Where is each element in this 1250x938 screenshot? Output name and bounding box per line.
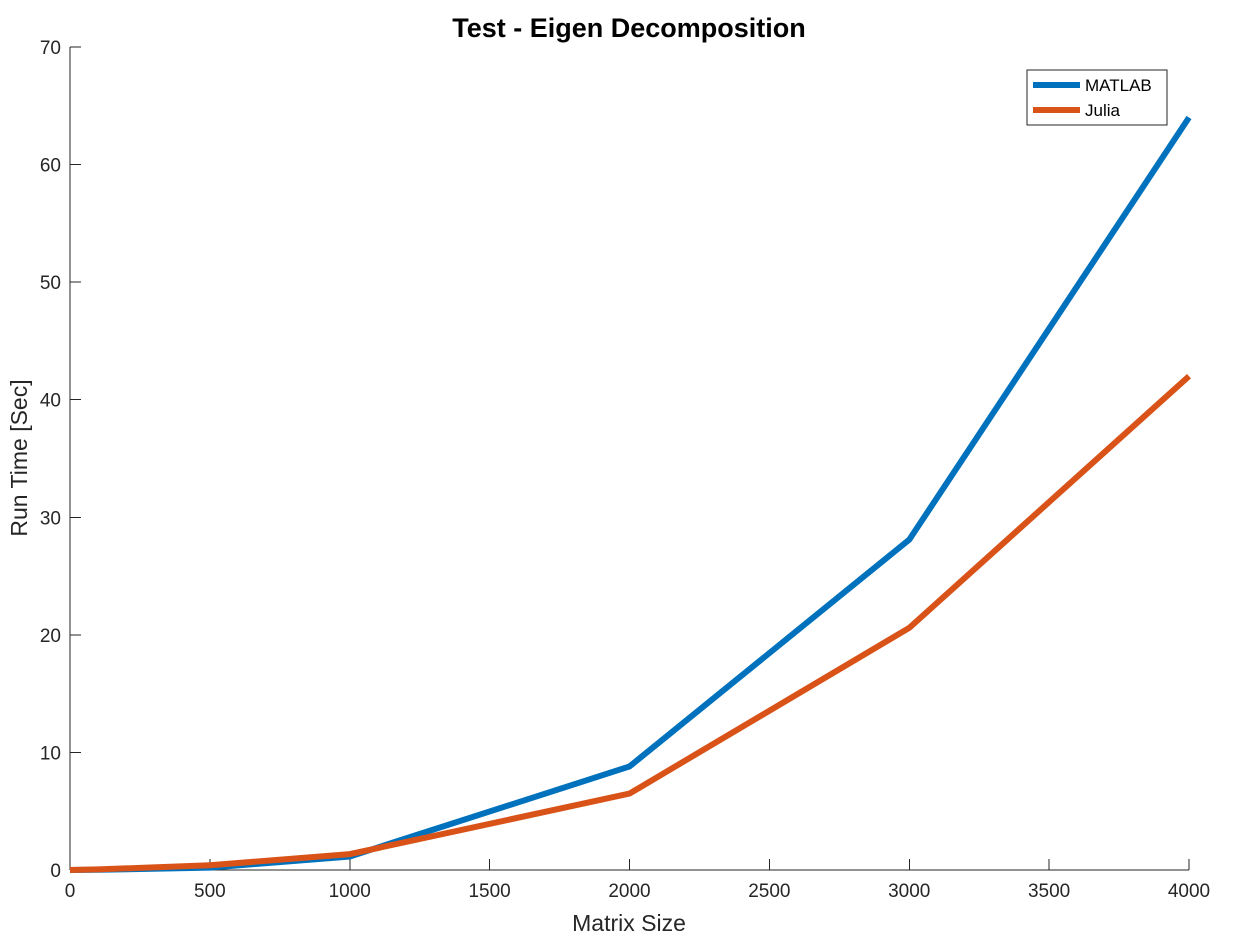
legend: MATLAB Julia (1026, 69, 1168, 126)
y-tick-label: 40 (40, 391, 61, 412)
y-tick-label: 0 (50, 861, 61, 882)
y-tick-label: 60 (40, 156, 61, 177)
x-tick-label: 1000 (329, 881, 371, 902)
legend-box (1026, 69, 1168, 126)
chart-title: Test - Eigen Decomposition (452, 13, 806, 43)
x-tick-label: 500 (194, 881, 226, 902)
y-tick-label: 20 (40, 626, 61, 647)
legend-label-julia: Julia (1085, 101, 1121, 120)
x-tick-label: 4000 (1168, 881, 1210, 902)
y-tick-label: 30 (40, 508, 61, 529)
x-tick-label: 3000 (888, 881, 930, 902)
series-lines (69, 115, 1192, 873)
x-tick-label: 1500 (468, 881, 510, 902)
x-tick-label: 2000 (608, 881, 650, 902)
x-tick-label: 2500 (748, 881, 790, 902)
y-tick-label: 70 (40, 38, 61, 59)
x-axis-title: Matrix Size (572, 910, 686, 936)
series-line-matlab (69, 115, 1192, 873)
x-ticks: 0 500 1000 1500 2000 2500 3000 3500 4000 (65, 859, 1210, 902)
y-tick-label: 10 (40, 743, 61, 764)
y-axis-title: Run Time [Sec] (6, 379, 32, 536)
axes (69, 47, 1189, 871)
legend-label-matlab: MATLAB (1085, 76, 1152, 95)
x-tick-label: 0 (65, 881, 76, 902)
y-tick-label: 50 (40, 273, 61, 294)
series-line-julia (69, 373, 1192, 873)
y-ticks: 0 10 20 30 40 50 60 70 (40, 38, 81, 882)
x-tick-label: 3500 (1028, 881, 1070, 902)
